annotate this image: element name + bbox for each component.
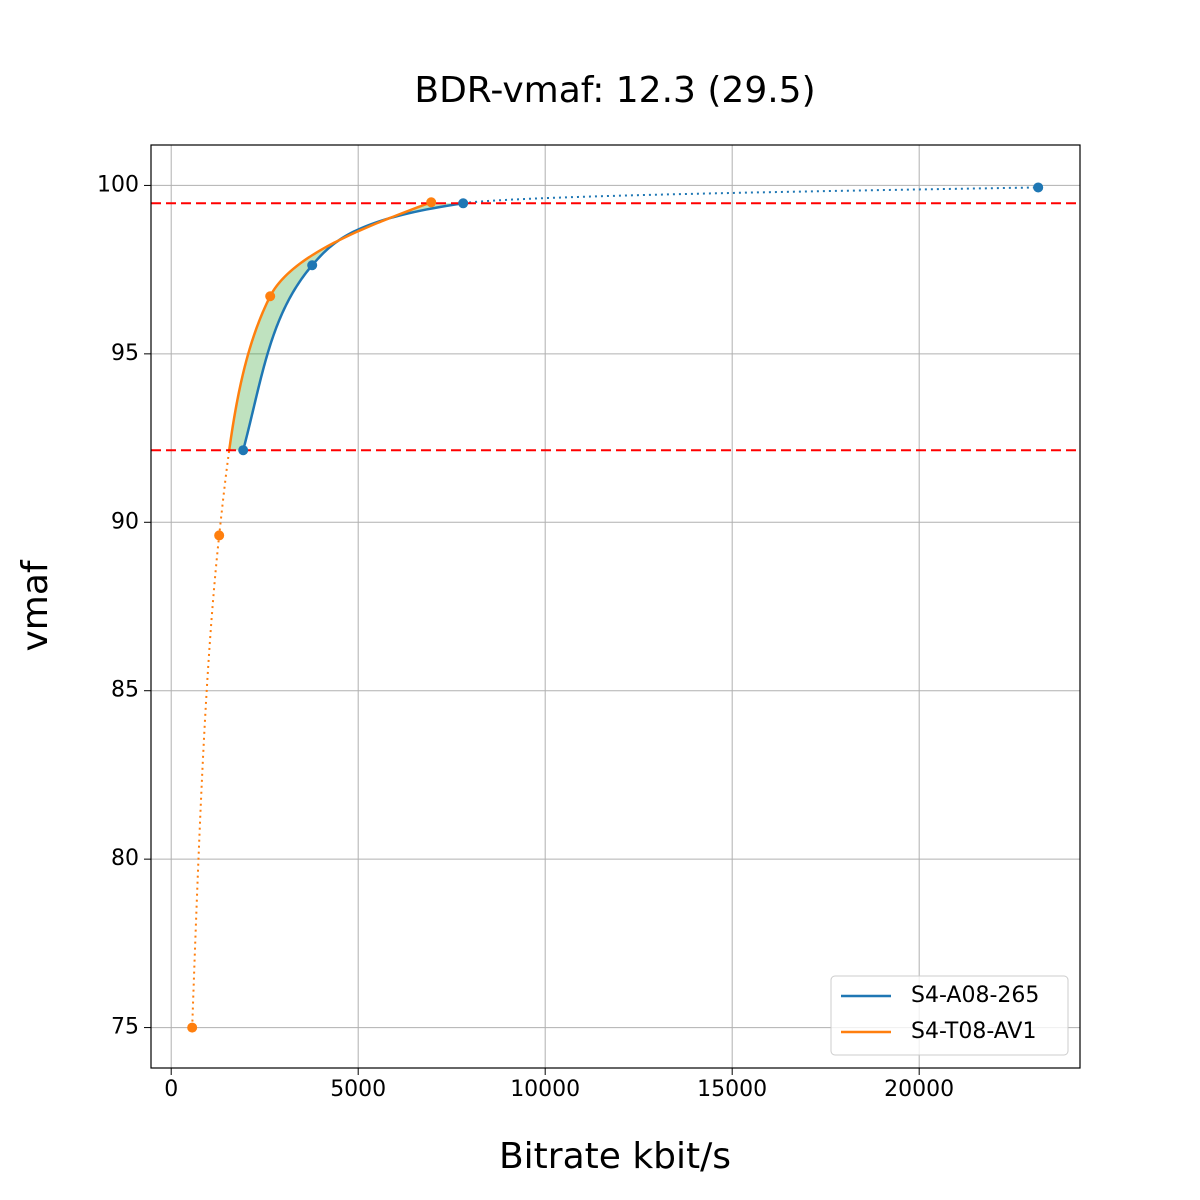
y-tick-label: 80: [111, 846, 139, 871]
legend-label: S4-T08-AV1: [911, 1019, 1036, 1044]
y-tick-label: 100: [97, 172, 139, 197]
point: [238, 445, 249, 456]
point: [307, 260, 318, 271]
curve: [227, 202, 429, 451]
legend-label: S4-A08-265: [911, 983, 1039, 1008]
point: [1033, 182, 1044, 193]
chart-title: BDR-vmaf: 12.3 (29.5): [414, 70, 815, 111]
x-tick-label: 5000: [330, 1077, 386, 1102]
y-tick-label: 85: [111, 678, 139, 703]
curve-dotted: [191, 450, 231, 1028]
x-tick-label: 15000: [697, 1077, 767, 1102]
bd-area: [229, 203, 464, 451]
y-axis-label: vmaf: [15, 559, 56, 651]
curve: [241, 202, 464, 451]
point: [426, 197, 437, 208]
y-tick-label: 95: [111, 341, 139, 366]
x-tick-label: 10000: [510, 1077, 580, 1102]
x-tick-label: 0: [164, 1077, 178, 1102]
point: [214, 530, 225, 541]
plot-frame: [150, 144, 1081, 1069]
x-tick-label: 20000: [884, 1077, 954, 1102]
x-axis-label: Bitrate kbit/s: [499, 1136, 731, 1177]
y-tick-label: 75: [111, 1015, 139, 1040]
point: [458, 198, 469, 209]
point: [265, 291, 276, 302]
y-tick-label: 90: [111, 509, 139, 534]
point: [187, 1022, 198, 1033]
curve-dotted: [463, 186, 1039, 205]
